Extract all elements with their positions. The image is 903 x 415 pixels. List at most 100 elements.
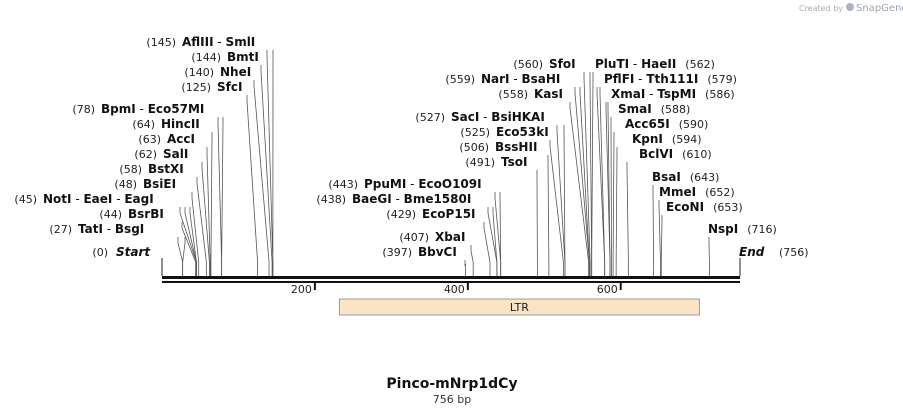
site-leader-line: [563, 125, 566, 276]
site-leader-line: [181, 222, 197, 276]
enzyme-name: XbaI: [435, 230, 465, 244]
enzyme-separator: -: [634, 72, 646, 86]
site-kasi: KasI (558): [498, 87, 563, 101]
site-enzyme-names: EcoNI: [666, 200, 704, 214]
snapgene-logo: SnapGene: [846, 3, 903, 14]
site-leader-line: [599, 87, 606, 276]
site-position: (58): [119, 163, 142, 176]
site-noti: NotI - EaeI - EagI (45): [14, 192, 153, 206]
site-position: (560): [513, 58, 543, 71]
site-leader-line: [210, 132, 213, 276]
site-leader-line: [464, 260, 466, 276]
site-hincii: HincII (64): [132, 117, 199, 131]
site-acc65i: Acc65I (590): [625, 117, 708, 131]
site-enzyme-names: BbvCI: [418, 245, 457, 259]
enzyme-name: TspMI: [657, 87, 696, 101]
enzyme-name: BaeGI: [352, 192, 392, 206]
feature-label: LTR: [510, 301, 529, 314]
site-position: (652): [705, 186, 735, 199]
site-position: (716): [747, 223, 777, 236]
site-position: (407): [399, 231, 429, 244]
site-enzyme-names: BclVI: [639, 147, 673, 161]
site-position: (429): [386, 208, 416, 221]
enzyme-name: BsaHI: [522, 72, 561, 86]
site-enzyme-names: SacI - BsiHKAI: [451, 110, 545, 124]
site-enzyme-names: BssHII: [495, 140, 537, 154]
site-leader-line: [591, 72, 594, 276]
site-leader-line: [626, 162, 629, 276]
site-bsshii: BssHII (506): [459, 140, 537, 154]
site-bpmi: BpmI - Eco57MI (78): [72, 102, 204, 116]
enzyme-name: AflIII: [182, 35, 214, 49]
map-title: Pinco-mNrp1dCy: [386, 376, 517, 392]
start-label: Start: [116, 245, 151, 259]
site-afliii: AflIII - SmlI (145): [146, 35, 255, 49]
site-leader-line: [189, 207, 197, 276]
end-label: End: [739, 245, 765, 259]
enzyme-name: SacI: [451, 110, 479, 124]
site-position: (562): [685, 58, 715, 71]
map-length: 756 bp: [433, 393, 471, 406]
enzyme-name: MmeI: [659, 185, 696, 199]
site-enzyme-names: NarI - BsaHI: [481, 72, 560, 86]
enzyme-name: SfoI: [549, 57, 576, 71]
site-leader-line: [260, 65, 273, 276]
site-enzyme-names: XbaI: [435, 230, 465, 244]
enzyme-name: HincII: [161, 117, 200, 131]
enzyme-name: Bme1580I: [404, 192, 472, 206]
site-leader-line: [266, 50, 274, 276]
site-xmai: XmaI - TspMI (586): [611, 87, 735, 101]
site-nari: NarI - BsaHI (559): [445, 72, 560, 86]
site-leader-line: [217, 117, 223, 276]
site-enzyme-names: SfcI: [217, 80, 242, 94]
site-leader-line: [579, 87, 590, 276]
site-leader-line: [191, 192, 200, 276]
enzyme-name: Eco57MI: [148, 102, 205, 116]
enzyme-name: Acc65I: [625, 117, 670, 131]
enzyme-separator: -: [629, 57, 641, 71]
site-position: (590): [679, 118, 709, 131]
site-position: (610): [682, 148, 712, 161]
enzyme-name: SfcI: [217, 80, 242, 94]
enzyme-separator: -: [645, 87, 657, 101]
site-enzyme-names: Eco53kI: [496, 125, 549, 139]
enzyme-separator: -: [392, 192, 404, 206]
site-bstxi: BstXI (58): [119, 162, 183, 176]
site-nspi: NspI (716): [708, 222, 777, 236]
site-enzyme-names: BsrBI: [128, 207, 164, 221]
site-enzyme-names: PflFI - Tth111I: [604, 72, 698, 86]
site-leader-lines: [177, 50, 710, 276]
site-position: (45): [14, 193, 37, 206]
enzyme-name: BsiEI: [143, 177, 176, 191]
enzyme-name: Eco53kI: [496, 125, 549, 139]
enzyme-name: EcoP15I: [422, 207, 476, 221]
site-leader-line: [206, 147, 211, 276]
site-enzyme-names: NotI - EaeI - EagI: [43, 192, 154, 206]
site-leader-line: [547, 155, 550, 276]
site-leader-line: [177, 237, 184, 276]
enzyme-separator: -: [479, 110, 491, 124]
site-enzyme-names: MmeI: [659, 185, 696, 199]
enzyme-name: PpuMI: [364, 177, 406, 191]
enzyme-name: EcoNI: [666, 200, 704, 214]
site-enzyme-names: BaeGI - Bme1580I: [352, 192, 471, 206]
feature-bar: [338, 298, 700, 316]
site-leader-line: [615, 147, 618, 276]
site-position: (586): [705, 88, 735, 101]
site-position: (579): [707, 73, 737, 86]
site-enzyme-names: SmaI: [618, 102, 652, 116]
enzyme-name: NheI: [220, 65, 251, 79]
site-bsai: BsaI (643): [652, 170, 719, 184]
site-bbvci: BbvCI (397): [382, 245, 456, 259]
site-sali: SalI (62): [134, 147, 188, 161]
site-leader-line: [610, 117, 612, 276]
site-position: (397): [382, 246, 412, 259]
site-leader-line: [660, 215, 663, 276]
ruler-tick-label: 600: [597, 283, 618, 296]
enzyme-name: NspI: [708, 222, 738, 236]
site-enzyme-names: EcoP15I: [422, 207, 476, 221]
site-enzyme-names: AccI: [167, 132, 195, 146]
site-position: (588): [661, 103, 691, 116]
site-enzyme-names: BstXI: [148, 162, 184, 176]
